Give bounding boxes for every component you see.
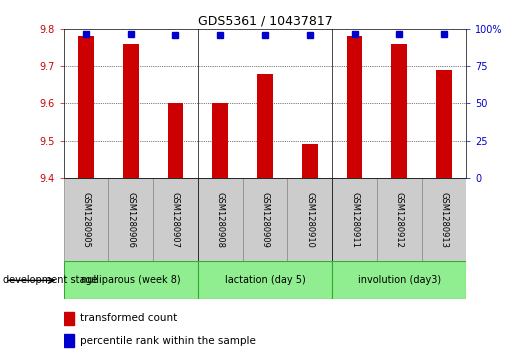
Bar	[64, 311, 74, 325]
Text: GSM1280913: GSM1280913	[439, 192, 448, 248]
Bar	[198, 261, 332, 299]
Bar	[332, 178, 377, 261]
Bar	[213, 103, 228, 178]
Text: GSM1280911: GSM1280911	[350, 192, 359, 248]
Bar	[287, 178, 332, 261]
Text: nulliparous (week 8): nulliparous (week 8)	[81, 276, 181, 285]
Text: GSM1280907: GSM1280907	[171, 192, 180, 248]
Text: transformed count: transformed count	[80, 313, 177, 323]
Bar	[332, 261, 466, 299]
Title: GDS5361 / 10437817: GDS5361 / 10437817	[198, 15, 332, 28]
Bar	[198, 178, 243, 261]
Text: percentile rank within the sample: percentile rank within the sample	[80, 336, 255, 346]
Bar	[153, 178, 198, 261]
Bar	[64, 261, 198, 299]
Text: GSM1280909: GSM1280909	[261, 192, 269, 248]
Bar	[243, 178, 287, 261]
Bar	[108, 178, 153, 261]
Text: development stage: development stage	[3, 276, 98, 285]
Bar	[302, 144, 317, 178]
Bar	[64, 334, 74, 347]
Bar	[123, 44, 138, 178]
Text: lactation (day 5): lactation (day 5)	[225, 276, 305, 285]
Bar	[377, 178, 422, 261]
Bar	[64, 178, 108, 261]
Bar	[422, 178, 466, 261]
Text: GSM1280912: GSM1280912	[395, 192, 404, 248]
Text: GSM1280910: GSM1280910	[305, 192, 314, 248]
Bar	[436, 70, 452, 178]
Bar	[257, 74, 273, 178]
Text: GSM1280905: GSM1280905	[82, 192, 91, 248]
Text: GSM1280906: GSM1280906	[126, 192, 135, 248]
Text: involution (day3): involution (day3)	[358, 276, 441, 285]
Bar	[78, 37, 94, 178]
Text: GSM1280908: GSM1280908	[216, 192, 225, 248]
Bar	[167, 103, 183, 178]
Bar	[347, 37, 363, 178]
Bar	[392, 44, 407, 178]
